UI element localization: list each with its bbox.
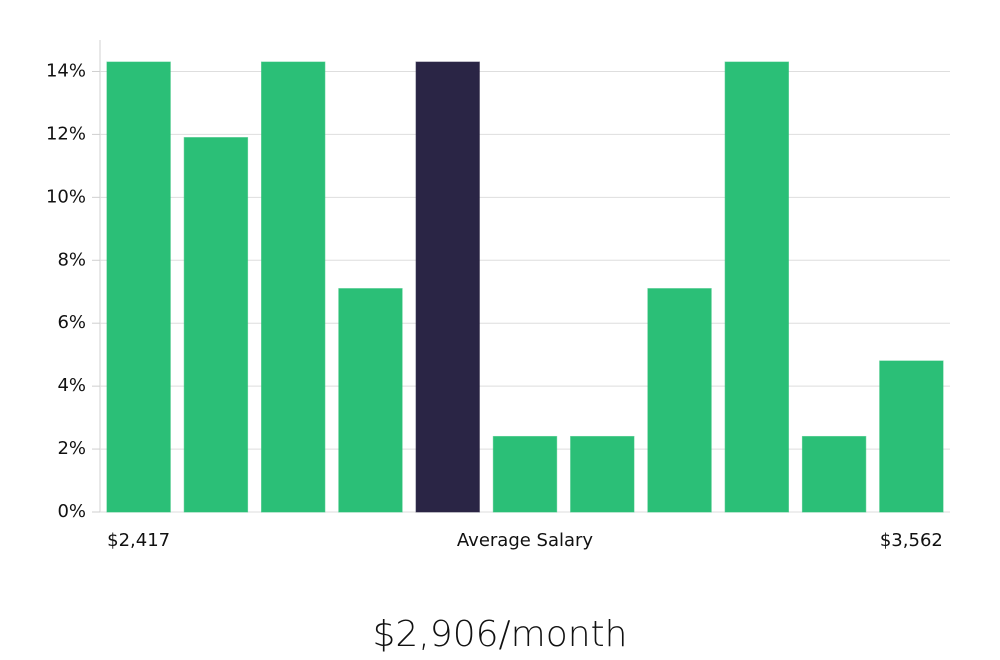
bar (647, 288, 712, 513)
bar (492, 435, 558, 513)
x-tick-label: $2,417 (107, 530, 170, 551)
y-tick-label: 6% (57, 312, 86, 333)
bar (801, 435, 867, 513)
y-tick-label: 8% (57, 249, 86, 270)
chart-subtitle: $2,906/month (373, 614, 628, 655)
y-tick-label: 14% (46, 60, 86, 81)
bar (106, 61, 171, 513)
bar (338, 288, 403, 513)
bar (415, 61, 480, 513)
bar (570, 435, 635, 513)
x-axis-label: Average Salary (457, 530, 594, 551)
x-tick-label: $3,562 (880, 530, 943, 551)
y-tick-label: 4% (57, 375, 86, 396)
y-tick-label: 12% (46, 123, 86, 144)
y-tick-label: 2% (57, 438, 86, 459)
y-tick-label: 0% (57, 501, 86, 522)
bar (724, 61, 789, 513)
bar (879, 360, 944, 513)
y-tick-label: 10% (46, 186, 86, 207)
bar (261, 61, 326, 513)
bar (183, 137, 249, 513)
